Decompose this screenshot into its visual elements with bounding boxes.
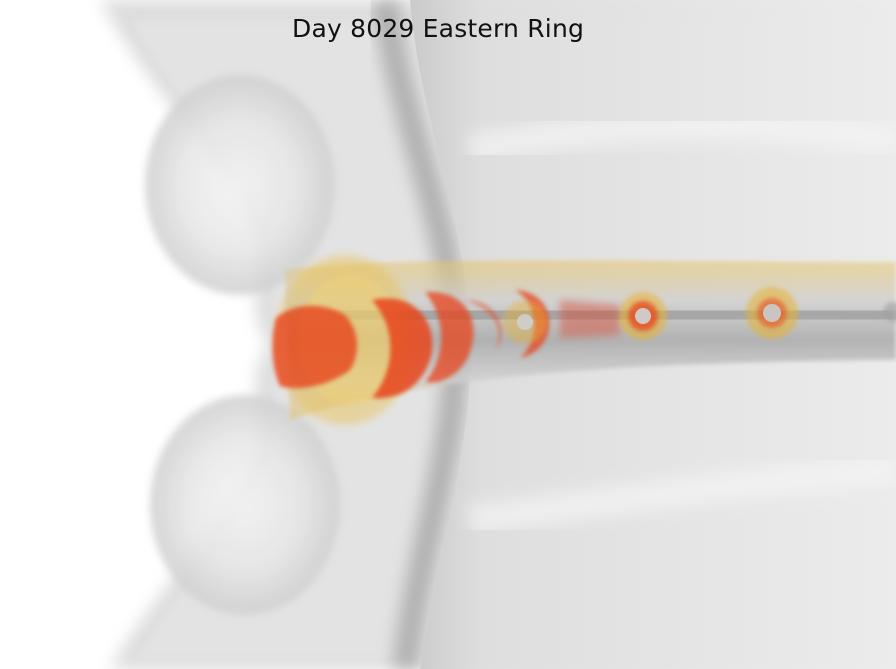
lead-cap [272, 305, 357, 389]
knot-core [517, 314, 533, 330]
knot-core [635, 308, 651, 324]
red-streak [560, 300, 620, 338]
right-band [467, 111, 896, 165]
red-arc [372, 298, 433, 399]
knot-core [763, 304, 781, 322]
figure-title: Day 8029 Eastern Ring [292, 14, 585, 43]
upper-bubble [145, 75, 335, 295]
red-arc [425, 291, 474, 383]
knot-edge [883, 302, 896, 322]
red-arc [465, 300, 502, 350]
right-band [468, 455, 896, 535]
lower-bubble [150, 395, 340, 615]
